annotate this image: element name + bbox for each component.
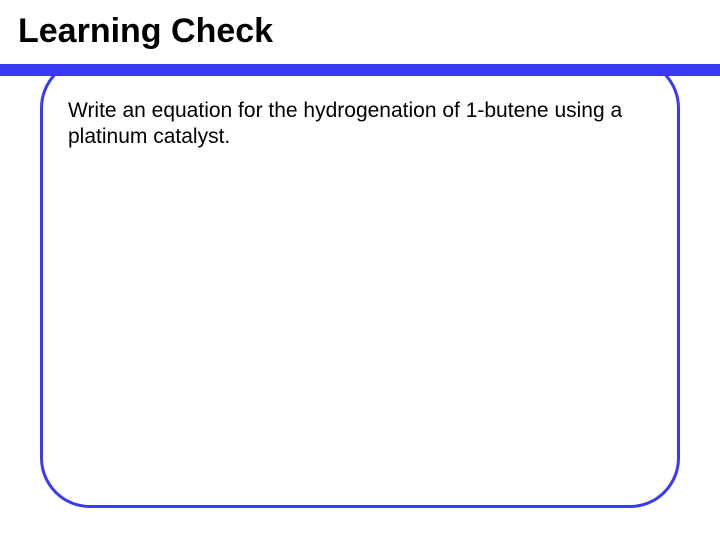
- slide-title: Learning Check: [18, 12, 273, 51]
- slide-body-text: Write an equation for the hydrogenation …: [68, 98, 628, 151]
- slide: Learning Check Write an equation for the…: [0, 0, 720, 540]
